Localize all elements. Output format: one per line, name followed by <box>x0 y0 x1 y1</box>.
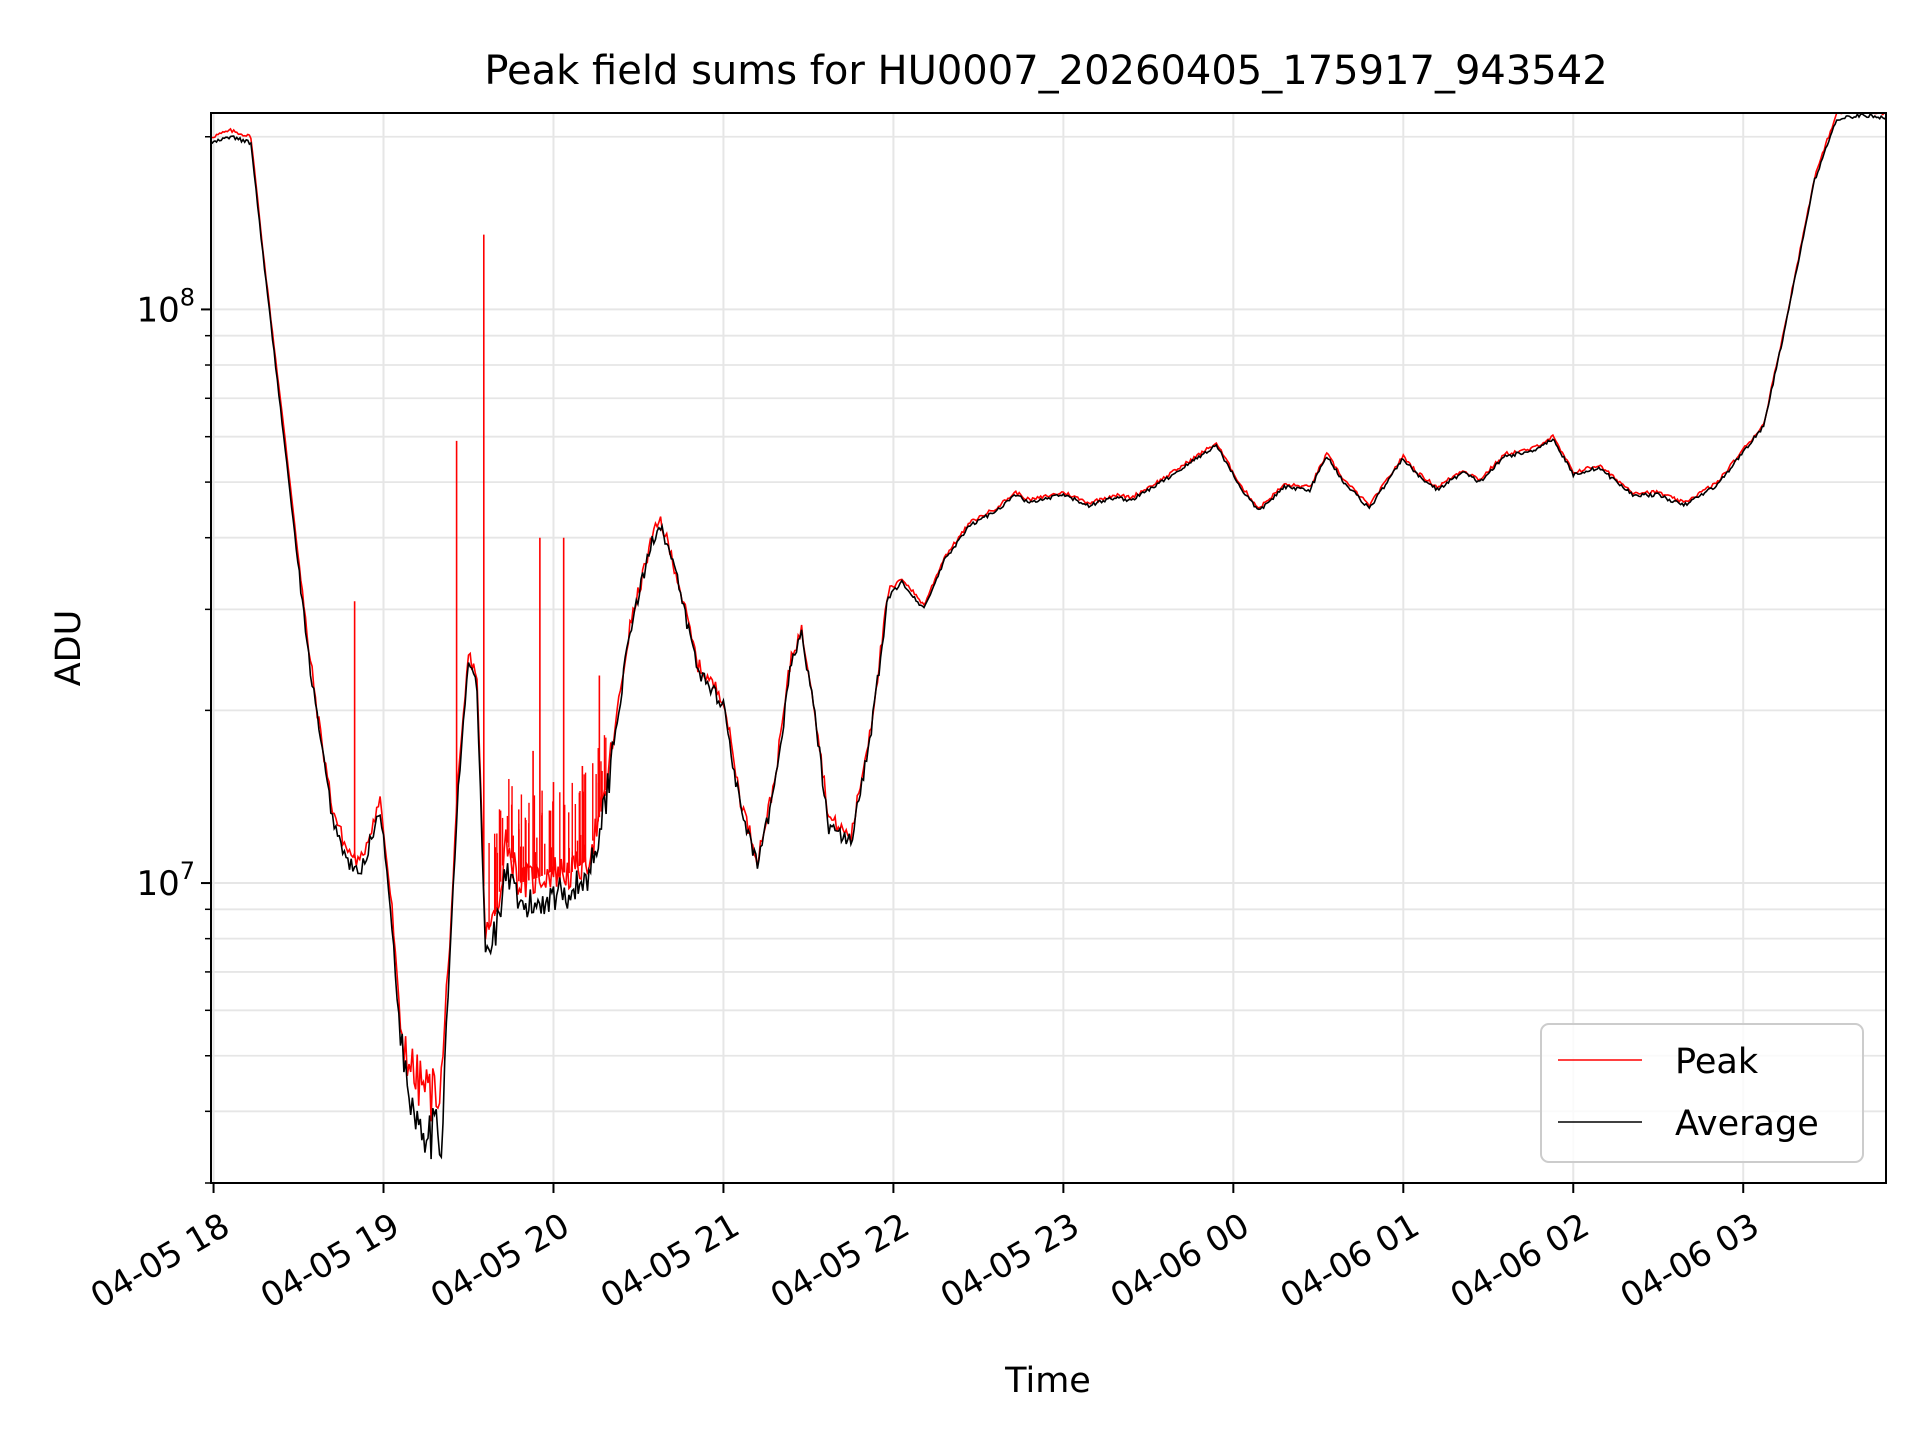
y-tick-exponent: 8 <box>180 283 195 311</box>
y-tick-label: 107 <box>136 857 195 904</box>
chart-title: Peak field sums for HU0007_20260405_1759… <box>484 48 1607 94</box>
series-line-average <box>211 112 1887 1160</box>
x-axis-label: Time <box>1004 1361 1091 1401</box>
series-line-peak <box>211 112 1886 1122</box>
y-tick-base: 10 <box>136 864 179 904</box>
legend-label-average: Average <box>1675 1104 1819 1144</box>
y-tick-label: 108 <box>136 283 195 330</box>
series-lines <box>211 112 1887 1160</box>
plot-area-frame <box>210 112 1887 1184</box>
grid-lines <box>211 113 1886 1184</box>
y-tick-base: 10 <box>136 290 179 330</box>
legend: Peak Average <box>1540 1023 1864 1163</box>
y-tick-exponent: 7 <box>180 857 195 885</box>
legend-box <box>1540 1023 1864 1163</box>
y-axis-label: ADU <box>49 610 89 687</box>
legend-label-peak: Peak <box>1675 1042 1759 1082</box>
